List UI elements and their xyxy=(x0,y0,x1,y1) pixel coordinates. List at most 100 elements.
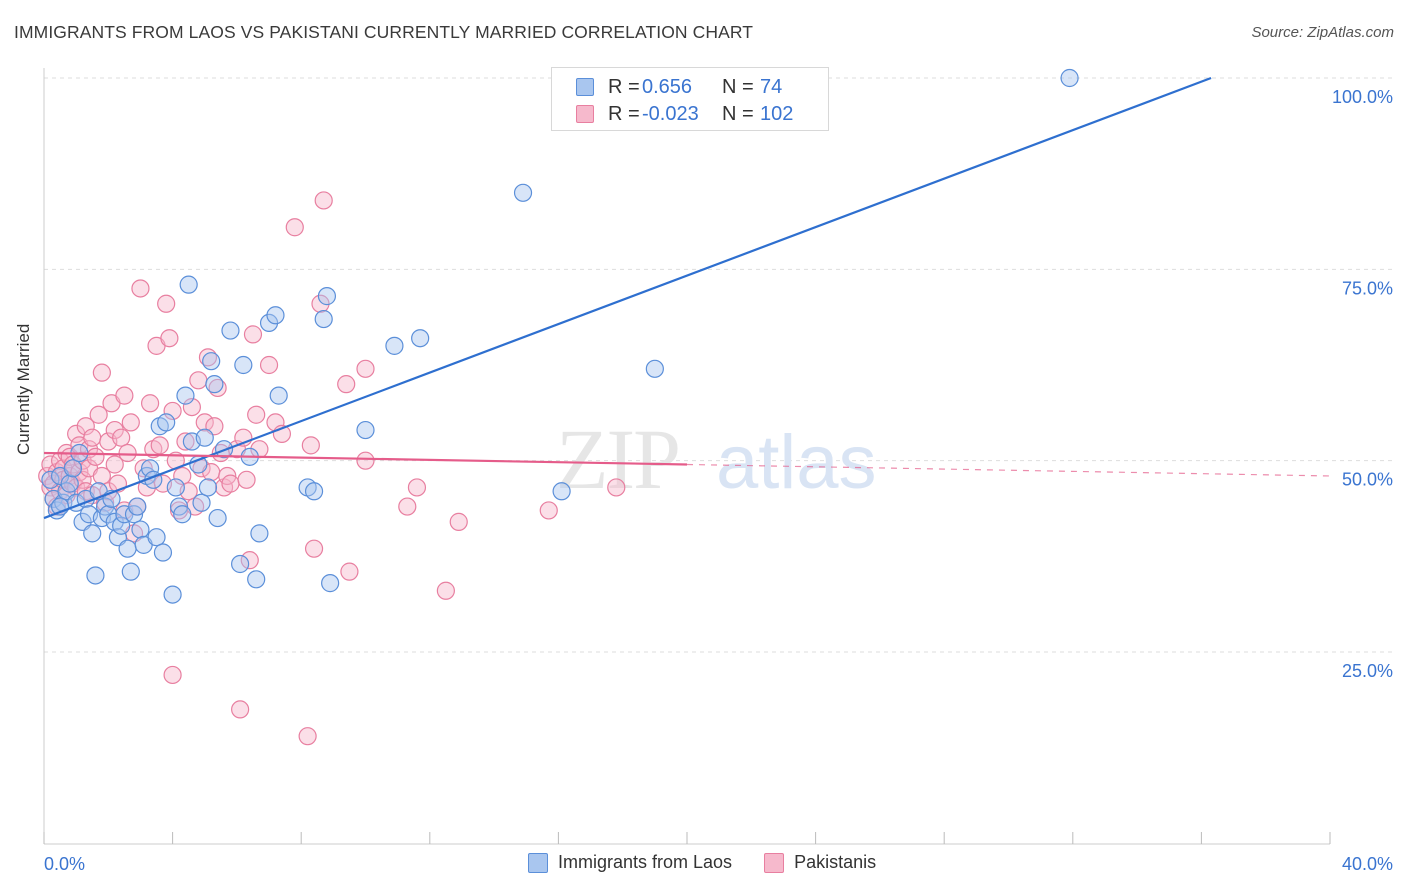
laos-point xyxy=(304,482,324,501)
pakistanis-point xyxy=(301,436,320,455)
pakistanis-point xyxy=(115,386,134,405)
pakistanis-point xyxy=(304,539,324,558)
laos-legend-swatch xyxy=(528,852,548,873)
laos-points xyxy=(41,68,1079,604)
pakistanis-point xyxy=(231,700,250,719)
pakistanis-point xyxy=(131,279,150,298)
y-tick-label: 25.0% xyxy=(1342,661,1393,681)
laos-point xyxy=(202,352,221,371)
laos-point xyxy=(153,543,173,562)
pakistanis-point xyxy=(173,466,192,486)
laos-point xyxy=(221,321,240,340)
pakistanis-point xyxy=(314,191,333,210)
r-label: R = xyxy=(608,102,640,125)
r-label: R = xyxy=(608,75,640,98)
pakistanis-point xyxy=(140,394,160,413)
pakistanis-point xyxy=(112,428,131,447)
laos-point xyxy=(140,459,160,478)
pakistanis-point xyxy=(436,581,455,600)
laos-point xyxy=(411,329,430,348)
pakistanis-point xyxy=(92,363,111,382)
legend-item-laos[interactable]: Immigrants from Laos xyxy=(528,852,732,873)
pakistanis-point xyxy=(76,417,95,436)
watermark-atlas: atlas xyxy=(716,420,877,505)
laos-point xyxy=(314,309,333,329)
pakistanis-point xyxy=(195,413,214,432)
pakistanis-point xyxy=(182,397,201,417)
n-label: N = xyxy=(722,75,754,98)
pakistanis-point xyxy=(407,478,427,497)
correlation-legend: R = 0.656 N = 74 R = -0.023 N = 102 xyxy=(551,67,829,131)
laos-point xyxy=(157,413,176,432)
laos-point xyxy=(173,505,192,524)
laos-point xyxy=(247,570,266,589)
pakistanis-point xyxy=(163,665,182,685)
y-axis-label: Currently Married xyxy=(14,323,33,455)
laos-point xyxy=(321,574,340,593)
laos-point xyxy=(176,386,195,405)
laos-point xyxy=(1060,68,1079,88)
laos-point xyxy=(192,493,211,512)
pakistanis-point xyxy=(240,551,259,570)
pakistanis-point xyxy=(121,413,140,432)
pakistanis-point xyxy=(160,329,179,348)
laos-point xyxy=(513,183,533,202)
legend-label-laos: Immigrants from Laos xyxy=(558,852,733,872)
laos-point xyxy=(205,375,224,394)
pakistanis-point xyxy=(356,359,375,378)
laos-point xyxy=(41,470,60,489)
laos-point xyxy=(163,585,182,604)
legend-row-pakistanis: R = -0.023 N = 102 xyxy=(576,101,800,127)
watermark-zip: ZIP xyxy=(556,411,679,507)
pakistanis-point xyxy=(105,455,124,474)
laos-point xyxy=(147,528,166,547)
pakistanis-point xyxy=(285,218,304,237)
laos-point xyxy=(83,524,102,543)
x-tick-label: 0.0% xyxy=(44,854,85,874)
x-tick-label: 40.0% xyxy=(1342,854,1393,874)
pakistanis-point xyxy=(247,405,266,424)
laos-point xyxy=(195,428,214,447)
pakistanis-point xyxy=(150,436,169,455)
pakistanis-point xyxy=(539,501,558,520)
laos-point xyxy=(198,478,218,497)
trend-lines xyxy=(43,76,1331,520)
pakistanis-trend-line xyxy=(43,451,688,466)
r-value: 0.656 xyxy=(642,75,693,98)
laos-point xyxy=(234,355,253,375)
pakistanis-point xyxy=(237,470,256,489)
pakistanis-point xyxy=(89,405,108,424)
tick-labels: 25.0% 50.0% 75.0% 100.0% 0.0% 40.0% xyxy=(44,87,1393,874)
laos-point xyxy=(269,386,288,405)
pakistanis-point xyxy=(356,451,375,470)
pakistanis-point xyxy=(449,512,468,531)
laos-point xyxy=(645,359,664,378)
laos-point xyxy=(385,336,404,355)
legend-label-pakistanis: Pakistanis xyxy=(794,852,877,872)
pakistanis-point xyxy=(86,447,105,466)
n-value: 102 xyxy=(760,102,794,125)
pakistanis-point xyxy=(607,478,626,497)
pakistanis-legend-swatch xyxy=(764,852,785,873)
pakistanis-point xyxy=(259,355,279,375)
pakistanis-point xyxy=(83,428,102,447)
laos-point xyxy=(317,287,337,306)
laos-trend-line xyxy=(43,76,1212,520)
legend-item-pakistanis[interactable]: Pakistanis xyxy=(764,852,876,873)
laos-point xyxy=(128,497,147,516)
pakistanis-point xyxy=(221,474,240,493)
y-tick-label: 100.0% xyxy=(1332,87,1393,107)
chart-title: IMMIGRANTS FROM LAOS VS PAKISTANI CURREN… xyxy=(14,22,754,42)
axes xyxy=(43,68,1331,845)
pakistanis-point xyxy=(398,497,417,516)
pakistanis-point xyxy=(176,432,195,451)
pakistanis-point xyxy=(337,375,356,394)
y-tick-label: 75.0% xyxy=(1342,278,1393,298)
laos-swatch xyxy=(576,78,594,96)
laos-point xyxy=(63,459,83,478)
laos-point xyxy=(356,420,375,440)
series-legend: Immigrants from Laos Pakistanis xyxy=(528,852,908,873)
source-label: Source: ZipAtlas.com xyxy=(1251,24,1394,41)
pakistanis-point xyxy=(163,401,182,421)
